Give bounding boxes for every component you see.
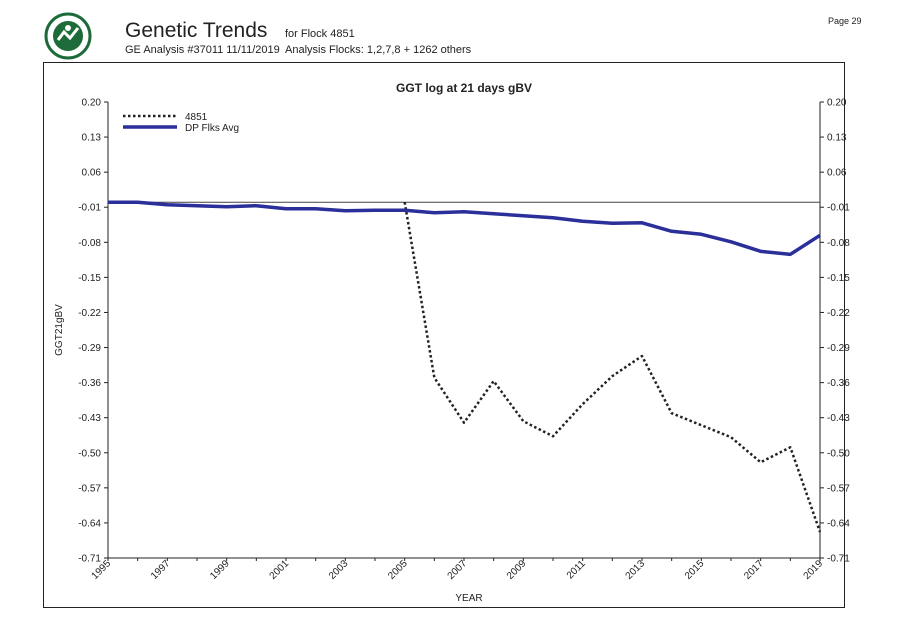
chart-title: GGT log at 21 days gBV — [396, 81, 532, 95]
x-tick-label: 2017 — [742, 558, 766, 582]
analysis-label: GE Analysis #37011 11/11/2019 — [125, 44, 280, 56]
legend: 4851 DP Flks Avg — [123, 112, 239, 134]
y-tick-label: -0.01 — [78, 203, 101, 214]
y-tick-label: 0.13 — [82, 133, 102, 144]
y-tick-label: -0.71 — [78, 554, 101, 565]
y-tick-label-right: -0.22 — [827, 308, 850, 319]
x-tick-label: 2001 — [268, 558, 292, 582]
y-tick-label: -0.36 — [78, 378, 101, 389]
y-tick-label-right: -0.71 — [827, 554, 850, 565]
y-tick-label-right: -0.01 — [827, 203, 850, 214]
y-tick-label: -0.64 — [78, 518, 101, 529]
x-tick-label: 2007 — [446, 558, 470, 582]
x-tick-label: 1999 — [208, 558, 232, 582]
y-tick-label: -0.43 — [78, 413, 101, 424]
legend-label-dp-flks-avg: DP Flks Avg — [185, 123, 239, 134]
x-tick-label: 2013 — [624, 558, 648, 582]
y-tick-label-right: -0.50 — [827, 448, 850, 459]
y-tick-label: 0.20 — [82, 98, 102, 109]
flock-label: for Flock 4851 — [285, 28, 355, 40]
page-number: Page 29 — [828, 16, 862, 26]
x-tick-label: 2003 — [327, 558, 351, 582]
y-tick-label: -0.29 — [78, 343, 101, 354]
report-title: Genetic Trends — [125, 19, 268, 42]
y-tick-label: -0.15 — [78, 273, 101, 284]
x-tick-label: 2019 — [802, 558, 826, 582]
y-tick-label: -0.57 — [78, 483, 101, 494]
y-axis-label: GGT21gBV — [54, 304, 65, 356]
y-tick-label-right: 0.20 — [827, 98, 847, 109]
x-tick-label: 2009 — [505, 558, 529, 582]
analysis-flocks: Analysis Flocks: 1,2,7,8 + 1262 others — [285, 44, 472, 56]
y-tick-label-right: -0.15 — [827, 273, 850, 284]
y-tick-label-right: -0.43 — [827, 413, 850, 424]
y-tick-label-right: 0.13 — [827, 133, 847, 144]
y-tick-label-right: -0.57 — [827, 483, 850, 494]
sil-logo — [44, 12, 92, 60]
y-tick-label: -0.50 — [78, 448, 101, 459]
x-tick-label: 1997 — [149, 558, 173, 582]
x-tick-label: 2011 — [565, 558, 588, 581]
y-tick-label-right: 0.06 — [827, 168, 847, 179]
y-tick-label-right: -0.36 — [827, 378, 850, 389]
y-tick-label: -0.22 — [78, 308, 101, 319]
x-axis-label: YEAR — [455, 593, 482, 604]
x-tick-label: 2005 — [386, 558, 410, 582]
y-tick-label-right: -0.64 — [827, 518, 850, 529]
chart-frame — [43, 62, 845, 608]
y-tick-label-right: -0.29 — [827, 343, 850, 354]
y-tick-label-right: -0.08 — [827, 238, 850, 249]
x-tick-label: 2015 — [683, 558, 707, 582]
y-tick-label: 0.06 — [82, 168, 102, 179]
y-tick-label: -0.08 — [78, 238, 101, 249]
series-line-1 — [108, 200, 821, 257]
legend-label-4851: 4851 — [185, 112, 208, 123]
